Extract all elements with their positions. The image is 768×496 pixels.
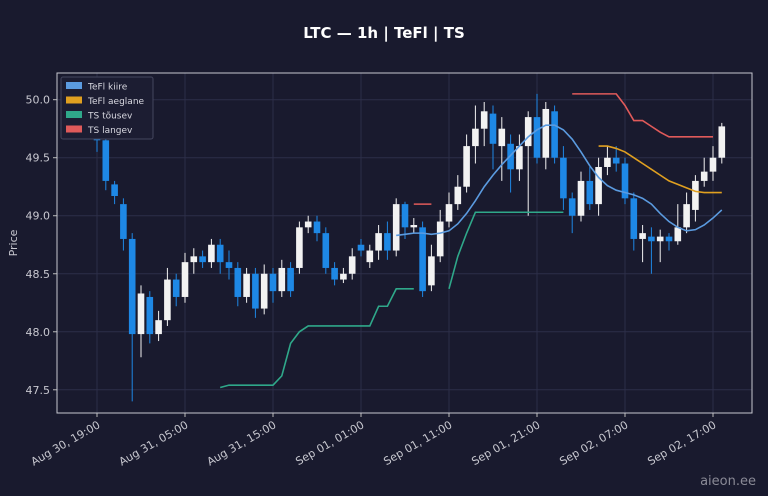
candle-body: [718, 126, 726, 158]
candle-body: [111, 184, 118, 197]
candle-body: [287, 267, 294, 292]
candle-body: [586, 180, 594, 205]
candle-body: [604, 157, 611, 167]
candle-body: [137, 293, 145, 335]
legend-box: [60, 76, 154, 140]
candle-body: [375, 233, 382, 251]
candle-body: [322, 233, 330, 268]
candle-body: [392, 204, 400, 251]
legend-swatch: [66, 82, 82, 89]
candle-body: [304, 221, 312, 228]
indicator-line: [219, 288, 414, 389]
candle-body: [683, 204, 690, 228]
candle-body: [498, 128, 506, 147]
candle-body: [190, 256, 198, 263]
candle-body: [172, 279, 180, 297]
candle-body: [366, 250, 374, 263]
candle-body: [674, 227, 682, 242]
candle-body: [533, 117, 541, 158]
candle-body: [128, 238, 136, 335]
candle-body: [648, 236, 655, 242]
candle-body: [428, 256, 435, 286]
candle-body: [199, 256, 206, 263]
candle-body: [243, 273, 250, 297]
candle-body: [384, 233, 391, 251]
candle-body: [542, 108, 550, 158]
candle-body: [164, 279, 171, 321]
candle-body: [463, 146, 470, 187]
candle-body: [621, 163, 629, 199]
candle-body: [102, 140, 110, 181]
candle-body: [181, 262, 189, 297]
candle-body: [234, 267, 242, 297]
y-tick-label: 49.5: [26, 152, 51, 165]
candle-body: [445, 204, 453, 222]
legend-swatch: [66, 111, 82, 118]
candle-body: [269, 273, 277, 292]
candle-body: [252, 273, 259, 309]
candle-body: [524, 117, 532, 147]
indicator-line: [448, 211, 564, 290]
candle-body: [401, 204, 409, 228]
indicator-line: [572, 93, 713, 138]
candle-body: [577, 180, 585, 216]
plot-frame: [56, 72, 753, 414]
legend-label: TeFl aeglane: [87, 97, 145, 107]
candle-body: [348, 256, 356, 274]
candle-body: [436, 221, 444, 257]
candle-body: [639, 233, 646, 239]
candle-body: [700, 171, 708, 181]
legend-label: TS tõusev: [87, 112, 133, 122]
candle-body: [656, 236, 664, 242]
candle-body: [278, 267, 286, 292]
y-tick-label: 48.0: [26, 326, 51, 339]
candle-body: [331, 267, 338, 280]
candle-body: [225, 262, 233, 268]
candle-body: [480, 111, 488, 129]
candle-body: [260, 273, 268, 309]
candle-body: [357, 244, 365, 251]
indicator-line: [598, 145, 722, 194]
candle-body: [155, 320, 162, 335]
candle-body: [489, 113, 497, 144]
watermark: aieon.ee: [700, 474, 756, 489]
candle-body: [216, 244, 224, 263]
legend-label: TS langev: [87, 126, 133, 136]
y-axis-label: Price: [7, 229, 20, 256]
candle-body: [296, 227, 303, 268]
candle-body: [630, 198, 638, 239]
candle-body: [568, 198, 576, 216]
legend-label: TeFl kiire: [87, 83, 128, 93]
candle-body: [692, 180, 699, 210]
candle-body: [454, 186, 462, 205]
candle-body: [313, 221, 321, 234]
candle-body: [560, 157, 567, 199]
legend-swatch: [66, 96, 82, 104]
candle-body: [595, 166, 602, 205]
y-tick-label: 50.0: [26, 94, 51, 107]
candle-body: [340, 273, 347, 280]
candle-body: [146, 296, 154, 335]
chart-title: LTC — 1h | TeFl | TS: [303, 24, 465, 43]
candle-body: [419, 227, 426, 292]
candle-body: [516, 146, 523, 170]
y-tick-label: 47.5: [26, 384, 51, 397]
candle-body: [120, 204, 127, 239]
legend-swatch: [66, 125, 82, 133]
candle-body: [472, 128, 479, 147]
candle-body: [410, 225, 418, 228]
candle-body: [612, 157, 620, 164]
candle-body: [709, 157, 717, 172]
candle-body: [665, 236, 673, 242]
y-tick-label: 48.5: [26, 268, 51, 281]
y-tick-label: 49.0: [26, 210, 51, 223]
candle-body: [551, 111, 558, 158]
candle-body: [208, 244, 215, 263]
indicator-line: [396, 124, 723, 237]
